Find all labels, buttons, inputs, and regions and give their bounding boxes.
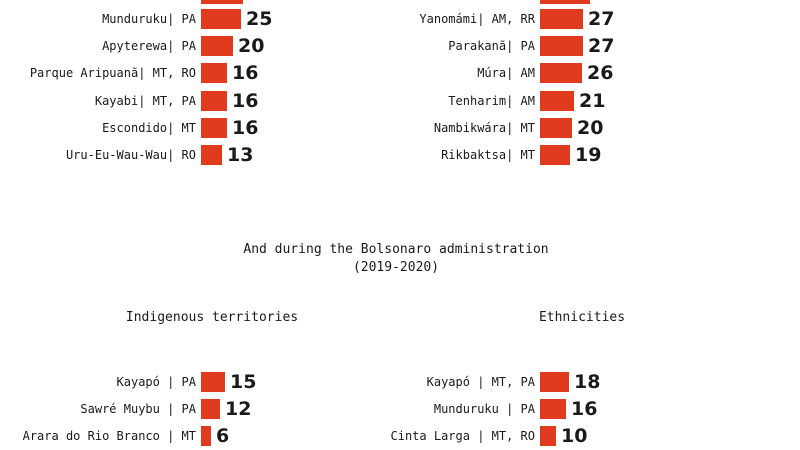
bar-partial bbox=[540, 0, 590, 4]
bar-category-label: Múra| AM bbox=[477, 66, 535, 81]
bar-row: Múra| AM 26 bbox=[400, 62, 800, 85]
bar-value-label: 27 bbox=[588, 35, 615, 58]
bar-category-label: Kayabi| MT, PA bbox=[94, 93, 196, 108]
bar-category-label: Nambikwára| MT bbox=[433, 120, 535, 135]
bar-category-label: Parakanã| PA bbox=[448, 39, 535, 54]
territories-chart-bolsonaro: Kayapó | PA 15 Sawré Muybu | PA 12 Arara do … bbox=[0, 360, 400, 450]
bar bbox=[201, 399, 220, 420]
bar-category-label: Sawré Muybu | PA bbox=[80, 402, 196, 417]
bar-category-label: Rikbaktsa| MT bbox=[441, 148, 535, 162]
bar bbox=[201, 9, 241, 29]
bar-value-label: 19 bbox=[575, 144, 602, 166]
bar bbox=[201, 117, 227, 138]
bar-row: Apyterewa| PA 20 bbox=[0, 35, 400, 58]
bar-category-label: Kayapó | MT, PA bbox=[426, 375, 535, 389]
bar bbox=[540, 90, 574, 111]
bar-category-label: Uru-Eu-Wau-Wau| RO bbox=[65, 148, 196, 162]
bolsonaro-section-title: And during the Bolsonaro administration bbox=[243, 242, 549, 257]
bar-category-label: Kayapó | PA bbox=[116, 375, 196, 389]
bar bbox=[540, 399, 566, 420]
bar-value-label: 12 bbox=[225, 398, 252, 421]
ethnicities-chart-top: Yanomámi| AM, RR 27 Parakanã| PA 27 Múra| AM… bbox=[400, 0, 800, 170]
bar bbox=[540, 117, 572, 138]
bar-row: Kayabi| MT, PA 16 bbox=[0, 89, 400, 112]
bar-category-label: Arara do Rio Branco | MT bbox=[22, 429, 196, 444]
bar-value-label: 16 bbox=[232, 62, 259, 85]
bar bbox=[540, 9, 583, 29]
bar-category-label: Yanomámi| AM, RR bbox=[419, 12, 535, 26]
bar-row: Sawré Muybu | PA 12 bbox=[0, 398, 400, 421]
bar-value-label: 6 bbox=[216, 425, 230, 448]
bar-row: Yanomámi| AM, RR 27 bbox=[400, 8, 800, 30]
bar-row: Kayapó | PA 15 bbox=[0, 371, 400, 393]
bar-value-label: 16 bbox=[232, 89, 259, 112]
bar-category-label: Parque Aripuanã| MT, RO bbox=[29, 66, 196, 81]
bar-row: Nambikwára| MT 20 bbox=[400, 116, 800, 139]
ethnicities-chart-bolsonaro: Kayapó | MT, PA 18 Munduruku | PA 16 Cinta L… bbox=[391, 360, 800, 450]
bar-row: Escondido| MT 16 bbox=[0, 116, 400, 139]
bar-value-label: 10 bbox=[561, 425, 588, 448]
bar bbox=[201, 372, 225, 392]
bar bbox=[201, 36, 233, 57]
bar-value-label: 21 bbox=[579, 89, 606, 112]
bolsonaro-section-period: (2019-2020) bbox=[352, 260, 440, 275]
bar-row: Munduruku| PA 25 bbox=[0, 8, 400, 30]
bar-row: Parakanã| PA 27 bbox=[400, 35, 800, 58]
bar-row: Arara do Rio Branco | MT 6 bbox=[0, 425, 400, 448]
bar-category-label: Tenharim| AM bbox=[448, 93, 535, 108]
bar bbox=[540, 145, 570, 165]
bar-value-label: 16 bbox=[571, 398, 598, 421]
bar bbox=[201, 145, 222, 165]
bar-value-label: 25 bbox=[246, 8, 273, 30]
bar-value-label: 15 bbox=[230, 371, 257, 393]
bar-row: Kayapó | MT, PA 18 bbox=[400, 371, 800, 393]
bar-row: Parque Aripuanã| MT, RO 16 bbox=[0, 62, 400, 85]
bar-row: Cinta Larga | MT, RO 10 bbox=[391, 425, 800, 448]
bar-category-label: Escondido| MT bbox=[102, 120, 196, 135]
bar-category-label: Munduruku | PA bbox=[433, 402, 535, 417]
territories-heading: Indigenous territories bbox=[125, 310, 299, 325]
bar bbox=[540, 63, 582, 84]
bar-value-label: 20 bbox=[238, 35, 265, 58]
bar bbox=[540, 36, 583, 57]
bar-row: Munduruku | PA 16 bbox=[400, 398, 800, 421]
bar-value-label: 20 bbox=[577, 116, 604, 139]
ethnicities-heading: Ethnicities bbox=[538, 310, 626, 325]
bar-partial bbox=[201, 0, 243, 4]
bar bbox=[540, 372, 569, 392]
bar bbox=[201, 63, 227, 84]
bar-value-label: 16 bbox=[232, 116, 259, 139]
bar-category-label: Apyterewa| PA bbox=[102, 39, 196, 54]
bar-value-label: 27 bbox=[588, 8, 615, 30]
bar bbox=[201, 426, 211, 447]
bar-row: Uru-Eu-Wau-Wau| RO 13 bbox=[0, 144, 400, 166]
bar-category-label: Munduruku| PA bbox=[102, 12, 196, 26]
territories-chart-top: Munduruku| PA 25 Apyterewa| PA 20 Parque Ari… bbox=[0, 0, 400, 170]
bar-value-label: 13 bbox=[227, 144, 254, 166]
bar-value-label: 18 bbox=[574, 371, 601, 393]
bar-row: Rikbaktsa| MT 19 bbox=[400, 144, 800, 166]
bar-row: Tenharim| AM 21 bbox=[400, 89, 800, 112]
bar-value-label: 26 bbox=[587, 62, 614, 85]
bar bbox=[540, 426, 556, 447]
bar-category-label: Cinta Larga | MT, RO bbox=[390, 429, 536, 444]
bar bbox=[201, 90, 227, 111]
